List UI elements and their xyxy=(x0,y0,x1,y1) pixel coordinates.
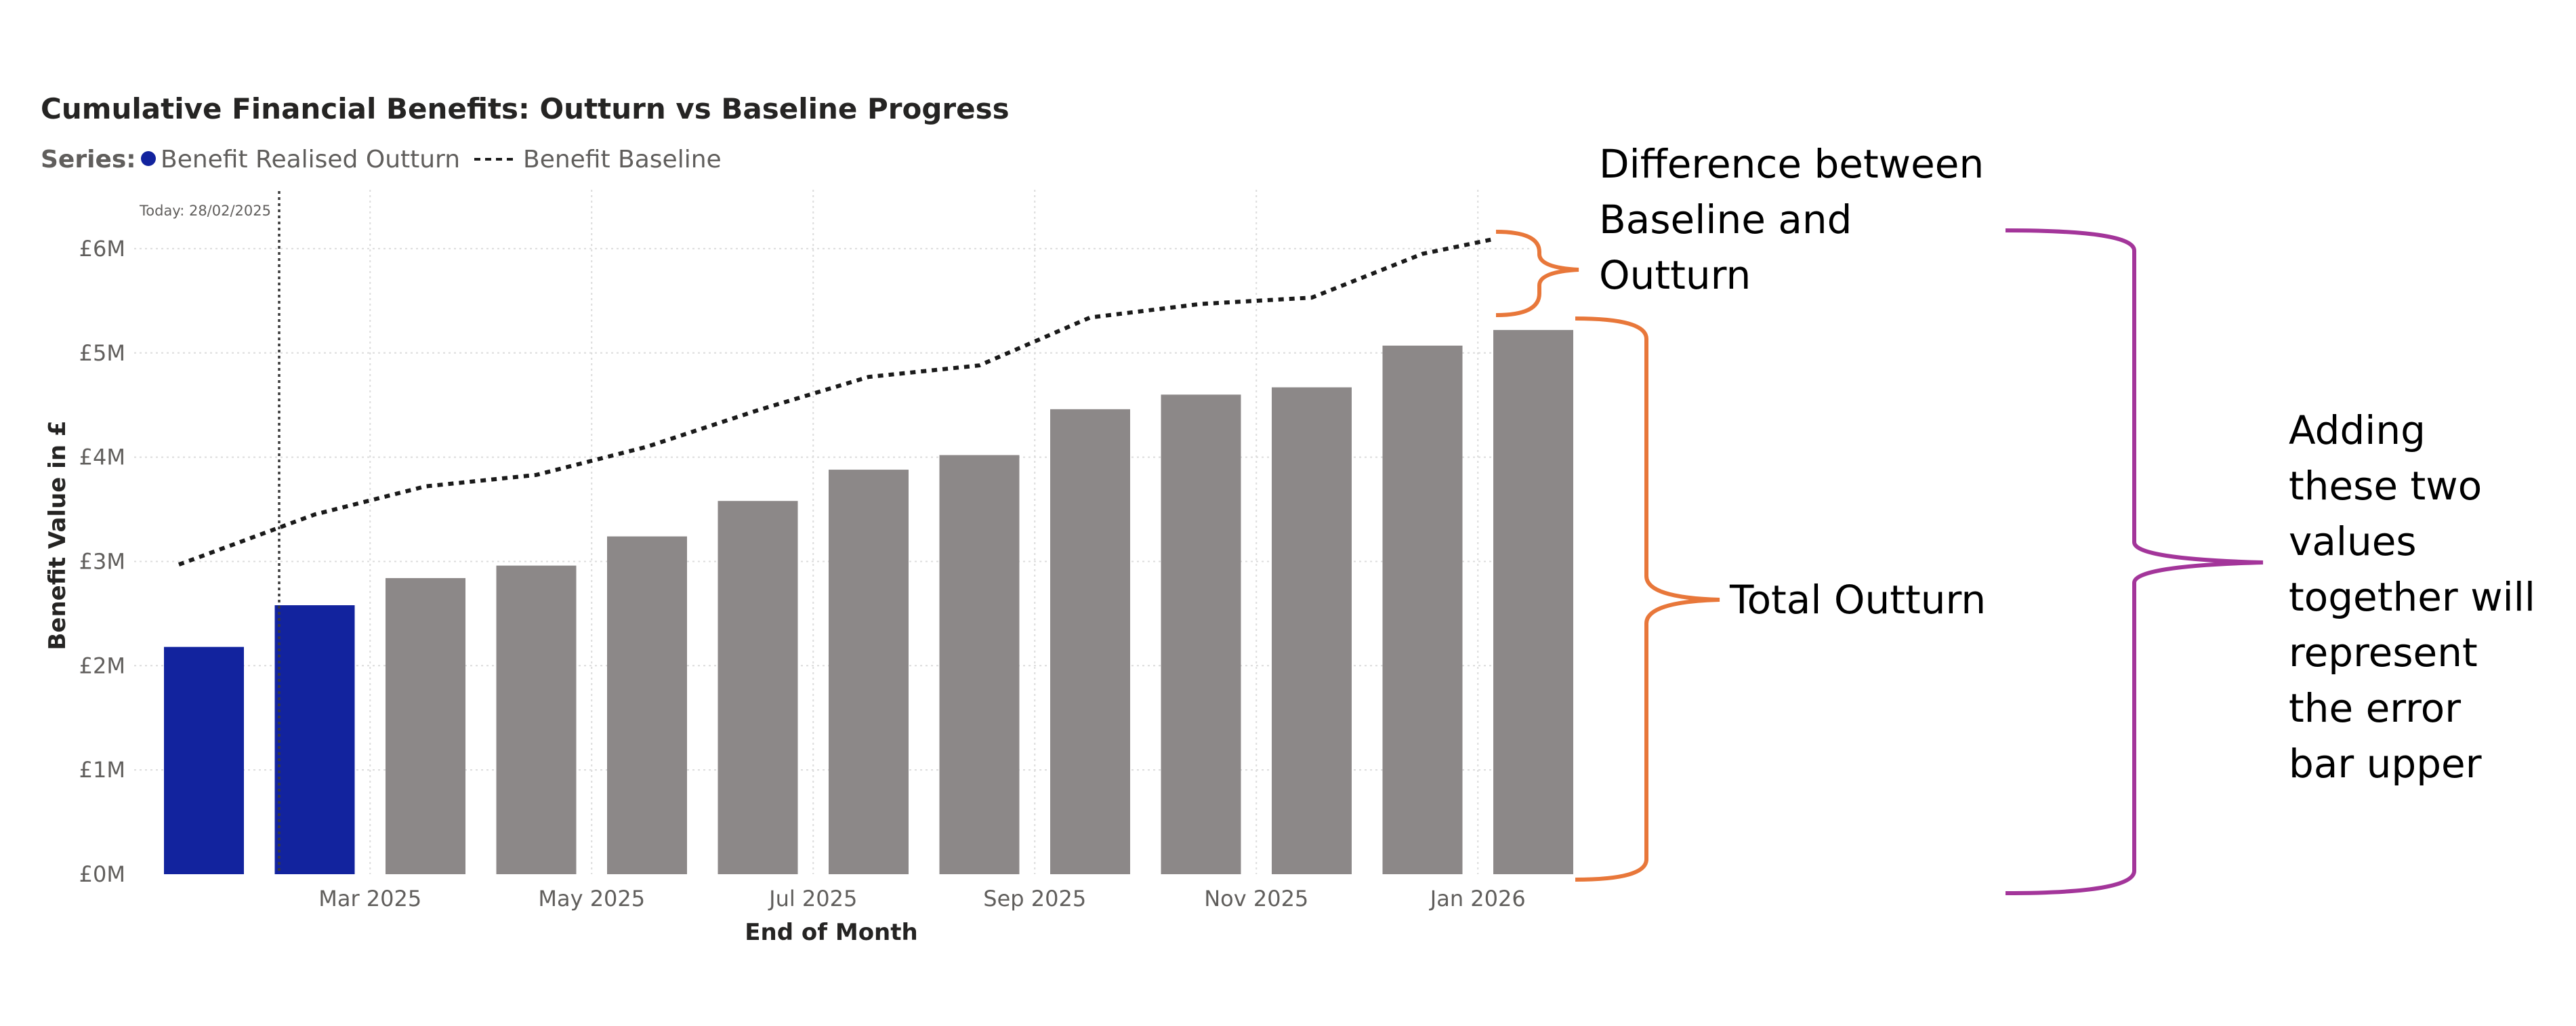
y-tick-label: £1M xyxy=(79,757,125,783)
chart-title: Cumulative Financial Benefits: Outturn v… xyxy=(41,92,1010,125)
bar-aug-2025 xyxy=(829,470,909,874)
bar-sep-2025 xyxy=(939,455,1020,874)
y-tick-label: £4M xyxy=(79,445,125,470)
annotation-difference-line1: Difference between xyxy=(1599,141,1984,187)
total-outturn-bracket xyxy=(1575,316,1720,882)
annotation-adding-line2: these two xyxy=(2289,463,2482,509)
bar-nov-2025 xyxy=(1161,394,1241,874)
today-marker-label: Today: 28/02/2025 xyxy=(139,203,271,219)
difference-bracket xyxy=(1495,230,1579,317)
y-tick-label: £2M xyxy=(79,653,125,678)
bar-feb-2026 xyxy=(1493,329,1573,874)
bar-apr-2025 xyxy=(386,578,465,874)
x-tick-label: Mar 2025 xyxy=(318,886,421,911)
annotation-adding-line4: together will xyxy=(2289,574,2535,620)
x-tick-label: Nov 2025 xyxy=(1204,886,1308,911)
x-axis-title: End of Month xyxy=(745,919,917,946)
baseline-series-line xyxy=(178,237,1493,567)
y-axis-ticks: £0M £1M £2M £3M £4M £5M £6M xyxy=(79,236,125,887)
legend-baseline-label: Benefit Baseline xyxy=(523,146,722,173)
x-axis-ticks: Mar 2025 May 2025 Jul 2025 Sep 2025 Nov 2025… xyxy=(318,886,1525,911)
x-tick-label: Jul 2025 xyxy=(768,886,857,911)
bar-may-2025 xyxy=(496,565,577,874)
x-tick-label: Sep 2025 xyxy=(983,886,1086,911)
bar-jul-2025 xyxy=(718,501,798,874)
legend-heading: Series: xyxy=(41,146,136,173)
annotation-difference-line3: Outturn xyxy=(1599,252,1751,298)
legend: Series: Benefit Realised Outturn Benefit… xyxy=(41,146,722,173)
annotation-difference-line2: Baseline and xyxy=(1599,197,1852,243)
x-tick-label: May 2025 xyxy=(538,886,645,911)
y-tick-label: £6M xyxy=(79,236,125,262)
annotation-adding: Adding these two values together will re… xyxy=(2289,407,2535,787)
y-tick-label: £0M xyxy=(79,861,125,887)
legend-outturn-label: Benefit Realised Outturn xyxy=(161,146,460,173)
bar-dec-2025 xyxy=(1272,387,1352,874)
bar-feb-2025 xyxy=(164,647,244,874)
outturn-bars xyxy=(164,329,1573,874)
annotation-adding-line3: values xyxy=(2289,518,2417,565)
y-tick-label: £3M xyxy=(79,548,125,574)
x-tick-label: Jan 2026 xyxy=(1429,886,1526,911)
legend-outturn-marker xyxy=(141,151,156,166)
sum-bracket xyxy=(2005,228,2264,895)
bar-jun-2025 xyxy=(607,536,687,874)
y-axis-title: Benefit Value in £ xyxy=(44,420,71,650)
y-tick-label: £5M xyxy=(79,340,125,366)
annotation-adding-line5: represent xyxy=(2289,630,2478,676)
bar-jan-2026 xyxy=(1382,346,1463,874)
annotation-adding-line1: Adding xyxy=(2289,407,2426,453)
bar-oct-2025 xyxy=(1050,409,1130,874)
bar-mar-2025 xyxy=(274,605,355,874)
annotation-adding-line7: bar upper xyxy=(2289,741,2482,787)
annotation-total-outturn: Total Outturn xyxy=(1729,577,1986,623)
baseline-line xyxy=(178,237,1493,567)
annotation-adding-line6: the error xyxy=(2289,685,2461,731)
